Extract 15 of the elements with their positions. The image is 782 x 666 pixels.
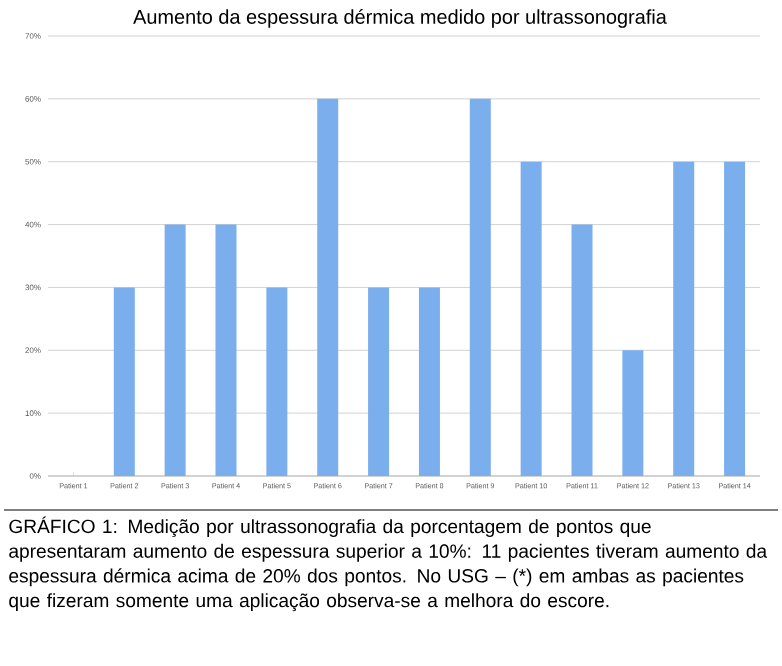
bar bbox=[571, 224, 593, 476]
bar bbox=[622, 350, 644, 476]
bar bbox=[368, 287, 390, 476]
text: GRÁFICO 1: Medição por ultrassonografia da porcentagem de pontos que apresentaram aumento de espessura superior a 10%: 11 pacientes tiveram aumento da espessura dérmica acima de 20% dos pontos. No USG – (*) em ambas as pacientes que fizeram somente uma aplicação observa-se a melhora do escore. bbox=[9, 516, 768, 612]
bar bbox=[469, 98, 491, 476]
bar bbox=[266, 287, 288, 476]
bar bbox=[164, 224, 186, 476]
chart-title: Aumento da espessura dérmica medido por ultrassonografia bbox=[133, 9, 667, 28]
bar bbox=[113, 287, 135, 476]
bar bbox=[215, 224, 237, 476]
bar bbox=[673, 161, 695, 476]
bar bbox=[317, 98, 339, 476]
bar bbox=[520, 161, 542, 476]
bar bbox=[418, 287, 440, 476]
bar bbox=[724, 161, 746, 476]
